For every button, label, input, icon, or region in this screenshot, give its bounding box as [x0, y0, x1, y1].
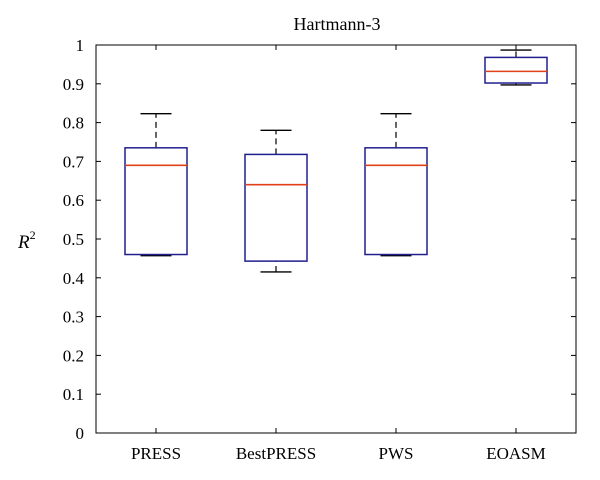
- box-press: [124, 147, 188, 256]
- box-pws: [364, 147, 428, 256]
- y-tick-label: 0: [76, 424, 85, 443]
- y-tick-label: 0.7: [63, 152, 85, 171]
- y-tick-label: 0.5: [63, 230, 84, 249]
- chart-title: Hartmann-3: [294, 14, 381, 34]
- box-eoasm: [484, 56, 548, 84]
- x-category-label: PWS: [379, 444, 414, 463]
- x-category-label: BestPRESS: [236, 444, 316, 463]
- x-category-label: EOASM: [486, 444, 546, 463]
- y-tick-label: 0.9: [63, 75, 84, 94]
- plot-area: 0 0.1 0.2 0.3 0.4 0.5 0.6 0.7 0.8 0.9 1 PRESS BestPR…: [63, 36, 577, 463]
- y-tick-label: 1: [76, 36, 85, 55]
- x-category-label: PRESS: [131, 444, 181, 463]
- y-axis-label-base: R: [17, 232, 30, 253]
- box-bestpress: [244, 153, 308, 262]
- y-tick-label: 0.8: [63, 114, 84, 133]
- y-axis-label: R2: [17, 228, 36, 253]
- y-tick-label: 0.1: [63, 385, 84, 404]
- y-tick-label: 0.2: [63, 346, 84, 365]
- y-tick-label: 0.4: [63, 269, 85, 288]
- y-axis-label-superscript: 2: [30, 228, 36, 242]
- y-tick-label: 0.3: [63, 308, 84, 327]
- y-tick-label: 0.6: [63, 191, 84, 210]
